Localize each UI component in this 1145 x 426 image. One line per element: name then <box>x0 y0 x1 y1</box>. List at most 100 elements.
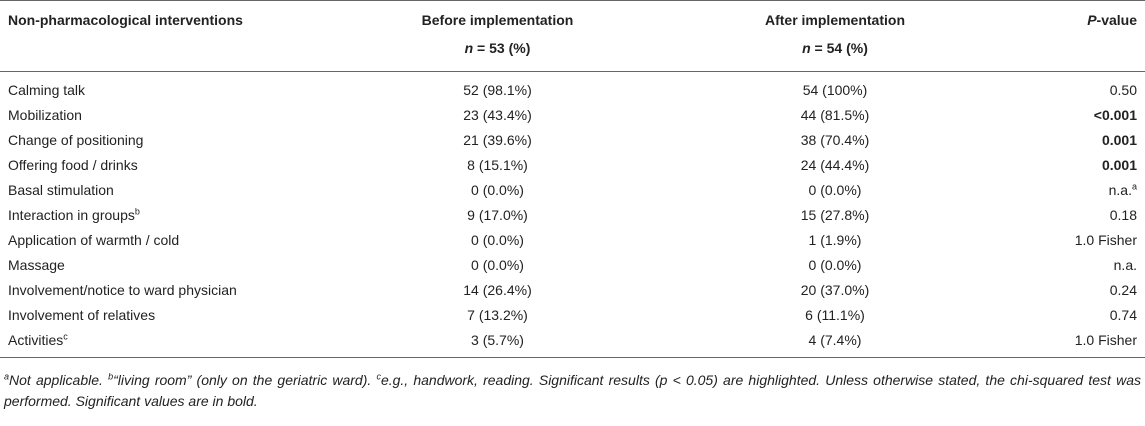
cell-before: 52 (98.1%) <box>463 82 532 98</box>
header-before-n-rest: = 53 (%) <box>473 40 531 56</box>
cell-pvalue: 1.0 Fisher <box>1005 228 1145 253</box>
cell-before: 14 (26.4%) <box>463 282 532 298</box>
intervention-label: Change of positioning <box>8 132 144 148</box>
intervention-label: Activities <box>8 332 64 348</box>
cell-pvalue: 0.001 <box>1005 153 1145 178</box>
cell-after: 4 (7.4%) <box>665 328 1005 358</box>
table-row: Activitiesc 3 (5.7%) 4 (7.4%) 1.0 Fisher <box>0 328 1145 358</box>
intervention-label: Involvement of relatives <box>8 307 156 323</box>
cell-after: 24 (44.4%) <box>800 157 870 173</box>
intervention-footnote-mark: c <box>63 331 68 342</box>
cell-after: 20 (37.0%) <box>800 282 870 298</box>
cell-after: 0 (0.0%) <box>808 257 862 273</box>
cell-intervention: Offering food / drinks <box>0 153 330 178</box>
cell-intervention: Activitiesc <box>0 328 330 358</box>
cell-intervention: Change of positioning <box>0 128 330 153</box>
table-row: Massage 0 (0.0%) 0 (0.0%) n.a. <box>0 253 1145 278</box>
cell-before: 8 (15.1%) <box>467 157 528 173</box>
cell-intervention: Interaction in groupsb <box>0 203 330 228</box>
table-row: Involvement/notice to ward physician 14 (… <box>0 278 1145 303</box>
header-after-n-rest: = 54 (%) <box>810 40 868 56</box>
header-after: After implementation <box>665 0 1005 29</box>
cell-pvalue: 0.18 <box>1005 203 1145 228</box>
footnote-mark-c: c <box>376 371 381 382</box>
pvalue-text: 0.001 <box>1101 157 1137 173</box>
intervention-footnote-mark: b <box>134 206 140 217</box>
pvalue-text: 1.0 Fisher <box>1074 332 1137 348</box>
cell-before: 0 (0.0%) <box>471 257 524 273</box>
cell-before: 7 (13.2%) <box>467 307 528 323</box>
cell-after: 0 (0.0%) <box>808 182 862 198</box>
intervention-label: Offering food / drinks <box>8 157 138 173</box>
intervention-label: Basal stimulation <box>8 182 114 198</box>
pvalue-text: 1.0 Fisher <box>1074 232 1137 248</box>
cell-intervention: Basal stimulation <box>0 178 330 203</box>
header-pvalue-p: P <box>1087 12 1097 28</box>
footnote-text-a: Not applicable. <box>9 372 109 388</box>
table-body: Calming talk 52 (98.1%) 54 (100%) 0.50 Mobil… <box>0 72 1145 358</box>
table-row: Application of warmth / cold 0 (0.0%) 1 (1… <box>0 228 1145 253</box>
table-row: Offering food / drinks 8 (15.1%) 24 (44.4%… <box>0 153 1145 178</box>
cell-after: 44 (81.5%) <box>800 107 870 123</box>
footnote-text-b: “living room” (only on the geriatric war… <box>113 372 377 388</box>
cell-intervention: Massage <box>0 253 330 278</box>
cell-after: 6 (11.1%) <box>805 307 865 323</box>
pvalue-text: 0.50 <box>1109 82 1137 98</box>
pvalue-text: 0.001 <box>1101 132 1137 148</box>
intervention-label: Massage <box>8 257 65 273</box>
table-row: Involvement of relatives 7 (13.2%) 6 (11.1… <box>0 303 1145 328</box>
cell-before: 21 (39.6%) <box>463 132 532 148</box>
header-empty-2 <box>1005 29 1145 72</box>
cell-pvalue: 0.74 <box>1005 303 1145 328</box>
header-before: Before implementation <box>330 0 665 29</box>
header-before-n-italic: n <box>464 40 474 56</box>
pvalue-text: n.a. <box>1108 182 1132 198</box>
header-pvalue-rest: -value <box>1096 12 1137 28</box>
pvalue-footnote-mark: a <box>1131 181 1137 192</box>
cell-intervention: Mobilization <box>0 103 330 128</box>
footnote-mark-a: a <box>4 371 10 382</box>
footnote-mark-b: b <box>108 371 114 382</box>
header-empty <box>0 29 330 72</box>
table-header: Non-pharmacological interventions Before… <box>0 0 1145 72</box>
cell-before: 23 (43.4%) <box>463 107 532 123</box>
cell-intervention: Application of warmth / cold <box>0 228 330 253</box>
cell-pvalue: 0.001 <box>1005 128 1145 153</box>
header-pvalue: P-value <box>1005 0 1145 29</box>
intervention-label: Mobilization <box>8 107 82 123</box>
cell-after: 54 (100%) <box>802 82 868 98</box>
pvalue-text: 0.24 <box>1109 282 1137 298</box>
cell-before: 0 (0.0%) <box>471 182 524 198</box>
cell-intervention: Involvement of relatives <box>0 303 330 328</box>
header-before-n: n = 53 (%) <box>330 29 665 72</box>
cell-pvalue: 0.24 <box>1005 278 1145 303</box>
pvalue-text: 0.74 <box>1109 307 1137 323</box>
intervention-label: Calming talk <box>8 82 86 98</box>
intervention-label: Application of warmth / cold <box>8 232 180 248</box>
pvalue-text: <0.001 <box>1093 107 1137 123</box>
cell-before: 3 (5.7%) <box>330 328 665 358</box>
header-interventions: Non-pharmacological interventions <box>0 0 330 29</box>
footnote-text-c: e.g., handwork, reading. Significant res… <box>4 372 1142 409</box>
cell-pvalue: n.a.a <box>1005 178 1145 203</box>
cell-after: 38 (70.4%) <box>800 132 870 148</box>
table-row: Change of positioning 21 (39.6%) 38 (70.4%… <box>0 128 1145 153</box>
cell-after: 15 (27.8%) <box>800 207 870 223</box>
table-row: Basal stimulation 0 (0.0%) 0 (0.0%) n.a.a <box>0 178 1145 203</box>
cell-before: 0 (0.0%) <box>471 232 524 248</box>
interventions-table: Non-pharmacological interventions Before… <box>0 0 1145 358</box>
cell-intervention: Involvement/notice to ward physician <box>0 278 330 303</box>
table-footnote: aNot applicable. b“living room” (only on… <box>0 358 1145 412</box>
intervention-label: Interaction in groups <box>8 207 135 223</box>
header-after-n: n = 54 (%) <box>665 29 1005 72</box>
cell-before: 9 (17.0%) <box>467 207 528 223</box>
table-row: Interaction in groupsb 9 (17.0%) 15 (27.8%… <box>0 203 1145 228</box>
intervention-label: Involvement/notice to ward physician <box>8 282 237 298</box>
table-row: Mobilization 23 (43.4%) 44 (81.5%) <0.001 <box>0 103 1145 128</box>
cell-pvalue: n.a. <box>1005 253 1145 278</box>
cell-intervention: Calming talk <box>0 72 330 104</box>
cell-pvalue: <0.001 <box>1005 103 1145 128</box>
pvalue-text: n.a. <box>1113 257 1137 273</box>
cell-pvalue: 0.50 <box>1005 72 1145 104</box>
